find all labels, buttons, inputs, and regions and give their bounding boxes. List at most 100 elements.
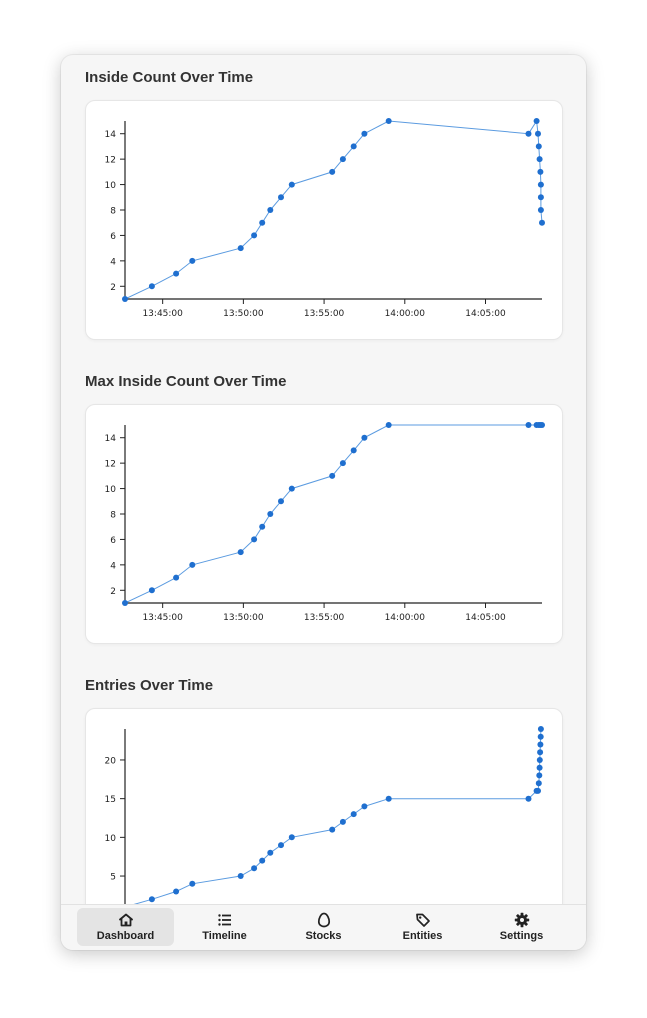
data-point xyxy=(329,826,336,833)
data-point xyxy=(535,130,541,137)
data-point xyxy=(536,757,543,763)
data-point xyxy=(278,498,284,505)
data-point xyxy=(259,523,266,530)
data-point xyxy=(251,536,258,543)
data-point xyxy=(237,245,244,252)
data-point xyxy=(385,118,392,124)
data-point xyxy=(237,549,244,556)
data-point xyxy=(525,130,532,137)
data-point xyxy=(537,168,544,175)
data-point xyxy=(361,803,368,810)
data-point xyxy=(267,849,274,856)
x-tick-label: 13:45:00 xyxy=(142,613,183,623)
gear-icon xyxy=(514,912,529,928)
data-point xyxy=(148,896,155,903)
data-point xyxy=(251,865,258,872)
app-window: Inside Count Over Time 2 4 6 8 10 12 14 13:45:0… xyxy=(61,55,586,950)
data-point xyxy=(173,270,180,277)
data-point xyxy=(536,764,543,771)
y-tick-label: 8 xyxy=(110,511,116,521)
inside-count-title: Inside Count Over Time xyxy=(85,69,254,86)
entries-card: 5 10 15 20 xyxy=(85,708,563,904)
y-tick-label: 15 xyxy=(105,795,116,805)
y-tick-label: 10 xyxy=(105,181,117,191)
tag-icon xyxy=(415,913,430,927)
y-tick-label: 14 xyxy=(105,130,117,140)
data-point xyxy=(350,143,357,150)
x-tick-label: 14:00:00 xyxy=(385,309,426,319)
max-inside-count-title: Max Inside Count Over Time xyxy=(85,373,287,390)
data-point xyxy=(259,219,266,226)
data-point xyxy=(361,434,368,441)
nav-timeline[interactable]: Timeline xyxy=(176,908,273,946)
data-point xyxy=(539,422,545,428)
data-point xyxy=(525,422,532,428)
data-point xyxy=(537,181,544,188)
nav-stocks-label: Stocks xyxy=(305,930,342,942)
data-point xyxy=(350,811,357,818)
y-tick-label: 10 xyxy=(105,485,117,495)
y-tick-label: 8 xyxy=(110,207,116,217)
x-tick-label: 14:05:00 xyxy=(465,309,506,319)
x-tick-label: 14:05:00 xyxy=(465,613,506,623)
data-point xyxy=(537,726,544,732)
x-tick-label: 13:45:00 xyxy=(142,309,183,319)
series-line xyxy=(124,424,542,604)
data-point xyxy=(385,422,392,428)
egg-icon xyxy=(317,912,330,928)
data-point xyxy=(350,447,357,454)
data-point xyxy=(536,772,543,779)
data-point xyxy=(267,207,274,213)
data-point xyxy=(288,181,295,188)
inside-count-chart: 2 4 6 8 10 12 14 13:45:00 13:50:00 13:55:00 14:00:… xyxy=(105,118,545,319)
nav-dashboard[interactable]: Dashboard xyxy=(77,908,174,946)
data-point xyxy=(537,733,544,740)
data-point xyxy=(539,219,545,226)
nav-settings[interactable]: Settings xyxy=(473,908,570,946)
nav-stocks[interactable]: Stocks xyxy=(275,908,372,946)
nav-timeline-label: Timeline xyxy=(202,930,247,942)
list-icon xyxy=(217,914,231,926)
x-tick-label: 14:00:00 xyxy=(385,613,426,623)
entries-title: Entries Over Time xyxy=(85,677,214,694)
nav-entities[interactable]: Entities xyxy=(374,908,471,946)
data-point xyxy=(189,257,196,264)
y-tick-label: 5 xyxy=(110,873,116,883)
x-tick-label: 13:50:00 xyxy=(223,613,264,623)
data-point xyxy=(361,130,368,137)
data-point xyxy=(385,795,392,802)
data-point xyxy=(148,283,155,290)
data-point xyxy=(533,118,540,124)
data-point xyxy=(259,857,266,864)
y-tick-label: 2 xyxy=(110,587,116,597)
y-tick-label: 6 xyxy=(110,536,116,546)
y-tick-label: 4 xyxy=(110,561,116,571)
bottom-nav: Dashboard Timeline Stocks Entities xyxy=(61,904,586,950)
data-point xyxy=(329,168,336,175)
y-tick-label: 4 xyxy=(110,257,116,267)
y-tick-label: 10 xyxy=(105,834,117,844)
data-point xyxy=(288,834,295,841)
x-tick-label: 13:50:00 xyxy=(223,309,264,319)
max-inside-count-card: 2 4 6 8 10 12 14 13:45:00 13:50:00 13:55:00 14:00:… xyxy=(85,404,563,644)
max-inside-count-chart: 2 4 6 8 10 12 14 13:45:00 13:50:00 13:55:00 14:00:… xyxy=(105,422,545,623)
data-point xyxy=(237,873,244,879)
y-tick-label: 14 xyxy=(105,434,117,444)
data-point xyxy=(537,194,544,201)
y-tick-label: 12 xyxy=(105,156,116,166)
home-icon xyxy=(118,913,133,927)
data-point xyxy=(535,780,542,787)
data-point xyxy=(148,587,155,594)
data-point xyxy=(535,143,542,150)
data-point xyxy=(267,511,274,517)
x-tick-label: 13:55:00 xyxy=(304,309,345,319)
data-point xyxy=(537,741,544,748)
data-point xyxy=(537,749,544,756)
data-point xyxy=(536,156,543,163)
data-point xyxy=(122,600,128,606)
entries-chart: 5 10 15 20 xyxy=(105,726,544,904)
y-tick-label: 6 xyxy=(110,232,116,242)
nav-entities-label: Entities xyxy=(402,930,443,942)
dashboard-content: Inside Count Over Time 2 4 6 8 10 12 14 13:45:0… xyxy=(61,55,586,904)
data-point xyxy=(288,485,295,492)
